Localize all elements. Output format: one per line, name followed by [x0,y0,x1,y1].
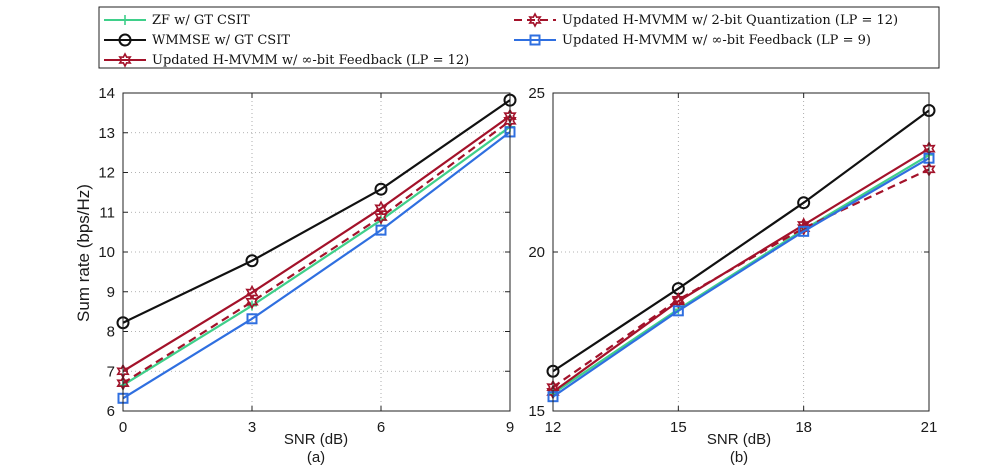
panel-a-ylabel: Sum rate (bps/Hz) [74,184,93,322]
panel-b-series-wmmse [552,109,930,373]
panel-b-caption: (b) [730,449,748,466]
panel-b-ytick-label: 25 [528,85,545,102]
panel-b-xtick-label: 15 [670,419,687,436]
legend: ZF w/ GT CSIT WMMSE w/ GT CSIT Updated H… [98,6,940,69]
panel-a-point-hmvmm12 [245,284,259,301]
panel-a-point-hmvmm9 [375,224,387,236]
panel-a-frame [122,92,511,412]
legend-frame [98,6,940,69]
legend-marker-hmvmm9 [529,34,541,46]
panel-b-point-hmvmm9 [798,225,810,237]
legend-entry-quant2: Updated H-MVMM w/ 2-bit Quantization (LP… [562,13,898,28]
chart-panel-a: Sum rate (bps/Hz) SNR (dB) (a) 0 3 6 9 6 7 8 9 1… [74,85,517,466]
legend-entry-hmvmm9: Updated H-MVMM w/ ∞-bit Feedback (LP = 9… [562,33,871,48]
panel-a-series-hmvmm9 [122,131,511,400]
panel-b-frame [552,92,930,412]
panel-a-xtick-label: 0 [119,419,127,436]
panel-b-point-hmvmm9 [672,305,684,317]
panel-a-point-hmvmm9 [246,313,258,325]
panel-a-xlabel: SNR (dB) [284,431,348,448]
panel-a-ytick-label: 7 [107,363,115,380]
panel-b-series-hmvmm9 [552,157,930,398]
panel-a-ytick-label: 9 [107,284,115,301]
panel-b-xtick-label: 21 [921,419,938,436]
panel-b-point-quant2 [796,220,811,236]
panel-b-point-wmmse [797,196,811,210]
panel-a-caption: (a) [307,449,325,466]
panel-a-series-wmmse [122,99,511,324]
panel-a-series-zf [122,125,511,387]
legend-marker-wmmse [118,33,132,47]
panel-a-point-wmmse [245,254,259,268]
panel-a-ytick-label: 6 [107,403,115,420]
panel-a-ytick-label: 14 [98,85,115,102]
panel-b-series-quant2 [552,168,930,389]
legend-entry-zf: ZF w/ GT CSIT [152,13,250,28]
panel-b-xtick-label: 18 [795,419,812,436]
panel-b-ytick-label: 20 [528,244,545,261]
legend-marker-hmvmm12 [118,52,132,68]
panel-a-point-hmvmm12 [374,200,388,217]
legend-entry-wmmse: WMMSE w/ GT CSIT [152,33,290,48]
legend-marker-zf [120,15,130,25]
panel-a-point-wmmse [374,182,388,196]
panel-a-point-quant2 [245,293,259,310]
panel-a-ytick-label: 12 [98,165,115,182]
panel-a-ytick-label: 13 [98,125,115,142]
panel-b-ytick-label: 15 [528,403,545,420]
panel-b-series-zf [552,154,930,395]
panel-b-xlabel: SNR (dB) [707,431,771,448]
panel-a-xtick-label: 9 [506,419,514,436]
panel-b-xtick-label: 12 [545,419,562,436]
panel-a-ytick-label: 10 [98,244,115,261]
panel-a-ytick-label: 8 [107,324,115,341]
legend-marker-quant2 [528,12,542,28]
panel-a-xtick-label: 6 [377,419,385,436]
legend-entry-hmvmm12: Updated H-MVMM w/ ∞-bit Feedback (LP = 1… [152,53,469,68]
panel-a-ytick-label: 11 [99,204,115,221]
panel-a-point-quant2 [374,209,388,225]
panel-a-series-hmvmm12 [122,115,511,373]
panel-a-xtick-label: 3 [248,419,256,436]
